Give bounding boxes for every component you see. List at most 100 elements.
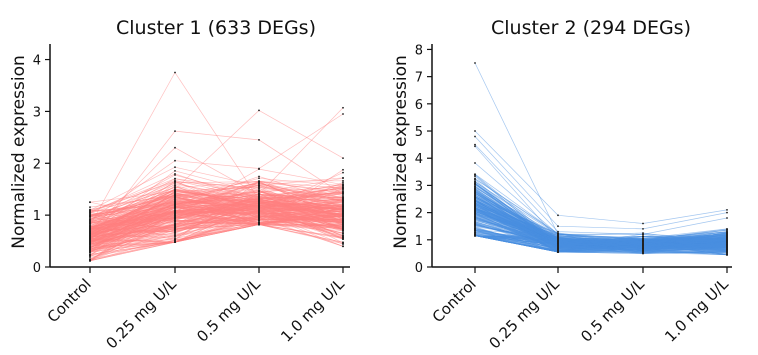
data-point [89,216,91,219]
data-point [726,229,728,231]
data-point [342,235,344,237]
gene-profile-line [89,218,344,249]
data-point [258,177,260,180]
data-point [174,185,176,188]
data-point [474,190,476,193]
data-point [174,188,176,191]
data-point [89,220,91,223]
y-tick-label: 1 [415,234,423,249]
data-point [258,218,260,221]
data-point [258,214,260,217]
data-point [726,239,728,241]
data-point [474,181,476,183]
data-point [89,238,91,241]
data-point [726,211,728,214]
data-point [174,173,176,175]
data-point [342,200,344,203]
data-point [258,139,260,141]
data-point [258,212,260,215]
data-point [642,248,644,251]
data-point [174,231,176,234]
data-point [89,214,91,217]
data-point [89,254,91,257]
data-point [342,113,344,115]
data-point [474,234,476,237]
gene-profile-line [474,208,728,254]
data-point [557,245,559,247]
data-point [342,179,344,182]
data-point [557,238,559,241]
data-point [89,201,91,204]
gene-profile-line [474,228,728,253]
x-tick-label: 1.0 mg U/L [661,275,732,346]
data-point [174,71,176,74]
data-point [258,180,260,183]
data-point [474,184,476,187]
data-point [342,204,344,207]
data-point [557,225,559,228]
series-lines [474,62,728,256]
gene-profile-line [89,130,344,242]
gene-profile-line [89,199,344,248]
data-point [474,221,476,223]
data-point [174,190,176,193]
data-point [174,146,176,149]
gene-profile-line [89,71,344,226]
data-point [174,210,176,212]
data-point [258,175,260,178]
data-point [726,217,728,219]
data-point [342,196,344,199]
data-point [474,212,476,214]
data-point [258,193,260,196]
data-point [258,185,260,188]
x-tick-label: 0.5 mg U/L [577,275,648,346]
data-point [174,166,176,169]
y-tick-label: 6 [415,98,423,113]
data-point [258,207,260,210]
data-point [174,195,176,198]
data-point [474,210,476,212]
data-point [642,235,644,238]
data-point [342,232,344,235]
data-point [474,232,476,234]
data-point [174,219,176,222]
gene-profile-line [89,206,344,238]
y-axis-label: Normalized expression [391,55,411,249]
data-point [89,233,91,236]
y-tick-label: 0 [415,261,423,276]
data-point [89,258,91,261]
data-point [474,192,476,195]
gene-profile-line [89,198,344,256]
data-point [342,106,344,109]
data-point [342,188,344,190]
data-point [174,159,176,162]
data-point [474,197,476,200]
data-point [642,238,644,241]
data-point [474,207,476,210]
data-point [474,145,476,148]
data-point [89,245,91,248]
data-point [557,214,559,217]
data-point [258,198,260,201]
gene-profile-line [474,229,728,254]
data-point [726,247,728,250]
data-point [642,241,644,244]
data-point [89,247,91,249]
gene-profile-line [474,193,728,253]
data-point [89,235,91,237]
data-point [557,242,559,244]
data-point [258,109,260,112]
data-point [342,181,344,184]
data-point [474,199,476,202]
data-point [174,241,176,244]
data-point [642,251,644,254]
data-point [642,250,644,252]
data-point [342,229,344,232]
gene-profile-line [89,189,344,223]
data-point [642,222,644,225]
data-point [174,199,176,202]
data-point [174,198,176,201]
data-point [174,222,176,225]
data-point [342,225,344,228]
